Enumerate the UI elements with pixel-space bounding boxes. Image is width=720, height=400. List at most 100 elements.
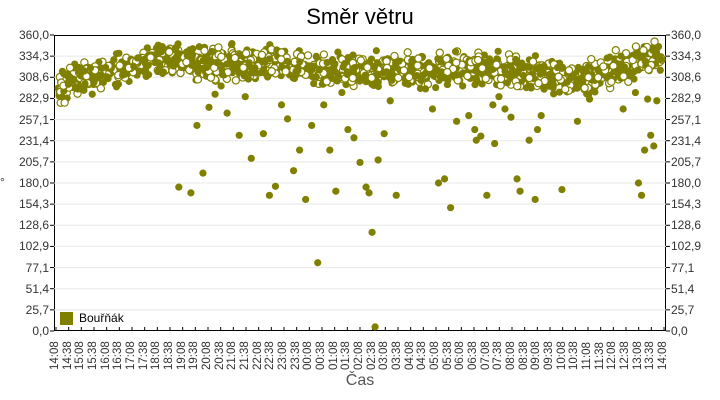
data-point	[146, 53, 155, 62]
data-point	[513, 175, 521, 183]
data-point	[205, 56, 213, 64]
data-point	[320, 101, 328, 109]
data-point	[214, 43, 223, 52]
data-point	[647, 131, 655, 139]
x-tick-label: 07:38	[492, 341, 505, 370]
y-tick-label: 128,6	[18, 218, 49, 233]
data-point	[553, 63, 562, 72]
data-point	[580, 83, 589, 93]
data-point	[194, 59, 202, 67]
data-point	[188, 51, 197, 59]
x-tick-label: 03:38	[391, 341, 403, 370]
data-point	[599, 62, 608, 71]
data-point	[650, 142, 658, 150]
y-tick-label: 180,0	[671, 176, 702, 190]
data-point	[289, 167, 298, 175]
x-tick-label: 06:08	[454, 341, 467, 370]
data-point	[169, 62, 178, 70]
data-point	[399, 66, 409, 75]
data-point	[86, 64, 95, 72]
data-point	[361, 71, 370, 79]
data-point	[640, 146, 649, 154]
y-tick-label: 334,3	[671, 49, 702, 64]
data-point	[239, 63, 248, 72]
x-tick-label: 02:08	[353, 341, 365, 370]
data-point	[563, 78, 571, 86]
x-tick-label: 03:08	[378, 341, 391, 370]
data-point	[187, 189, 195, 197]
x-tick-label: 05:38	[441, 341, 454, 370]
data-point	[507, 113, 515, 121]
data-point	[519, 64, 527, 72]
data-point	[395, 57, 403, 65]
data-point	[408, 57, 416, 65]
data-point	[200, 46, 209, 56]
data-point	[587, 54, 596, 64]
data-point	[452, 71, 461, 79]
data-point	[362, 78, 370, 86]
data-point	[550, 90, 558, 98]
data-point	[139, 56, 148, 64]
data-point	[637, 191, 646, 199]
data-point	[503, 71, 512, 79]
data-point	[163, 54, 171, 62]
data-point	[60, 70, 68, 78]
data-point	[491, 139, 499, 148]
data-point	[463, 71, 472, 81]
data-point	[644, 65, 653, 74]
data-point	[363, 63, 372, 72]
x-tick-label: 11:08	[581, 342, 593, 370]
data-point	[323, 58, 331, 67]
data-point	[111, 80, 120, 88]
y-tick-label: 231,4	[18, 133, 49, 148]
data-point	[527, 84, 535, 92]
data-point	[617, 52, 625, 60]
x-tick-label: 14:08	[49, 341, 61, 370]
y-tick-label: 257,1	[18, 112, 49, 127]
x-tick-label: 12:08	[606, 341, 619, 370]
data-point	[632, 51, 640, 60]
data-point	[199, 169, 207, 177]
data-point	[513, 81, 522, 91]
data-point	[211, 90, 219, 98]
data-point	[103, 73, 111, 81]
data-point	[356, 56, 366, 65]
data-point	[447, 204, 455, 212]
data-point	[218, 70, 227, 79]
data-point	[251, 64, 259, 72]
x-tick-label: 23:08	[277, 341, 289, 370]
y-tick-label: 334,3	[18, 49, 49, 64]
data-point	[483, 191, 491, 199]
chart-title: Směr větru	[306, 4, 414, 29]
data-point	[134, 54, 142, 62]
data-point	[591, 88, 599, 96]
legend: Bouřňák	[60, 311, 124, 325]
data-point	[561, 85, 570, 94]
x-axis-title: Čas	[345, 372, 375, 389]
data-point	[241, 93, 249, 101]
x-tick-label: 20:08	[201, 341, 213, 370]
data-point	[258, 68, 266, 77]
x-tick-label: 17:08	[125, 341, 137, 370]
x-tick-label: 07:08	[479, 341, 492, 370]
data-point	[265, 55, 273, 63]
y-tick-label: 0,0	[671, 324, 688, 338]
data-point	[267, 66, 276, 76]
data-point	[308, 121, 316, 130]
data-point	[154, 67, 162, 76]
data-point	[391, 63, 399, 72]
y-axis-unit-label: °	[0, 175, 5, 189]
data-point	[639, 52, 647, 60]
data-point	[451, 48, 460, 56]
data-point	[350, 134, 358, 142]
y-tick-label: 51,4	[25, 281, 49, 296]
data-point	[432, 83, 440, 92]
data-point	[338, 88, 346, 97]
y-tick-label: 154,3	[671, 197, 702, 212]
data-point	[417, 76, 425, 85]
data-point	[414, 54, 423, 63]
x-tick-label: 13:08	[631, 341, 644, 370]
data-point	[329, 58, 337, 67]
data-point	[620, 63, 629, 71]
data-point	[130, 62, 138, 71]
